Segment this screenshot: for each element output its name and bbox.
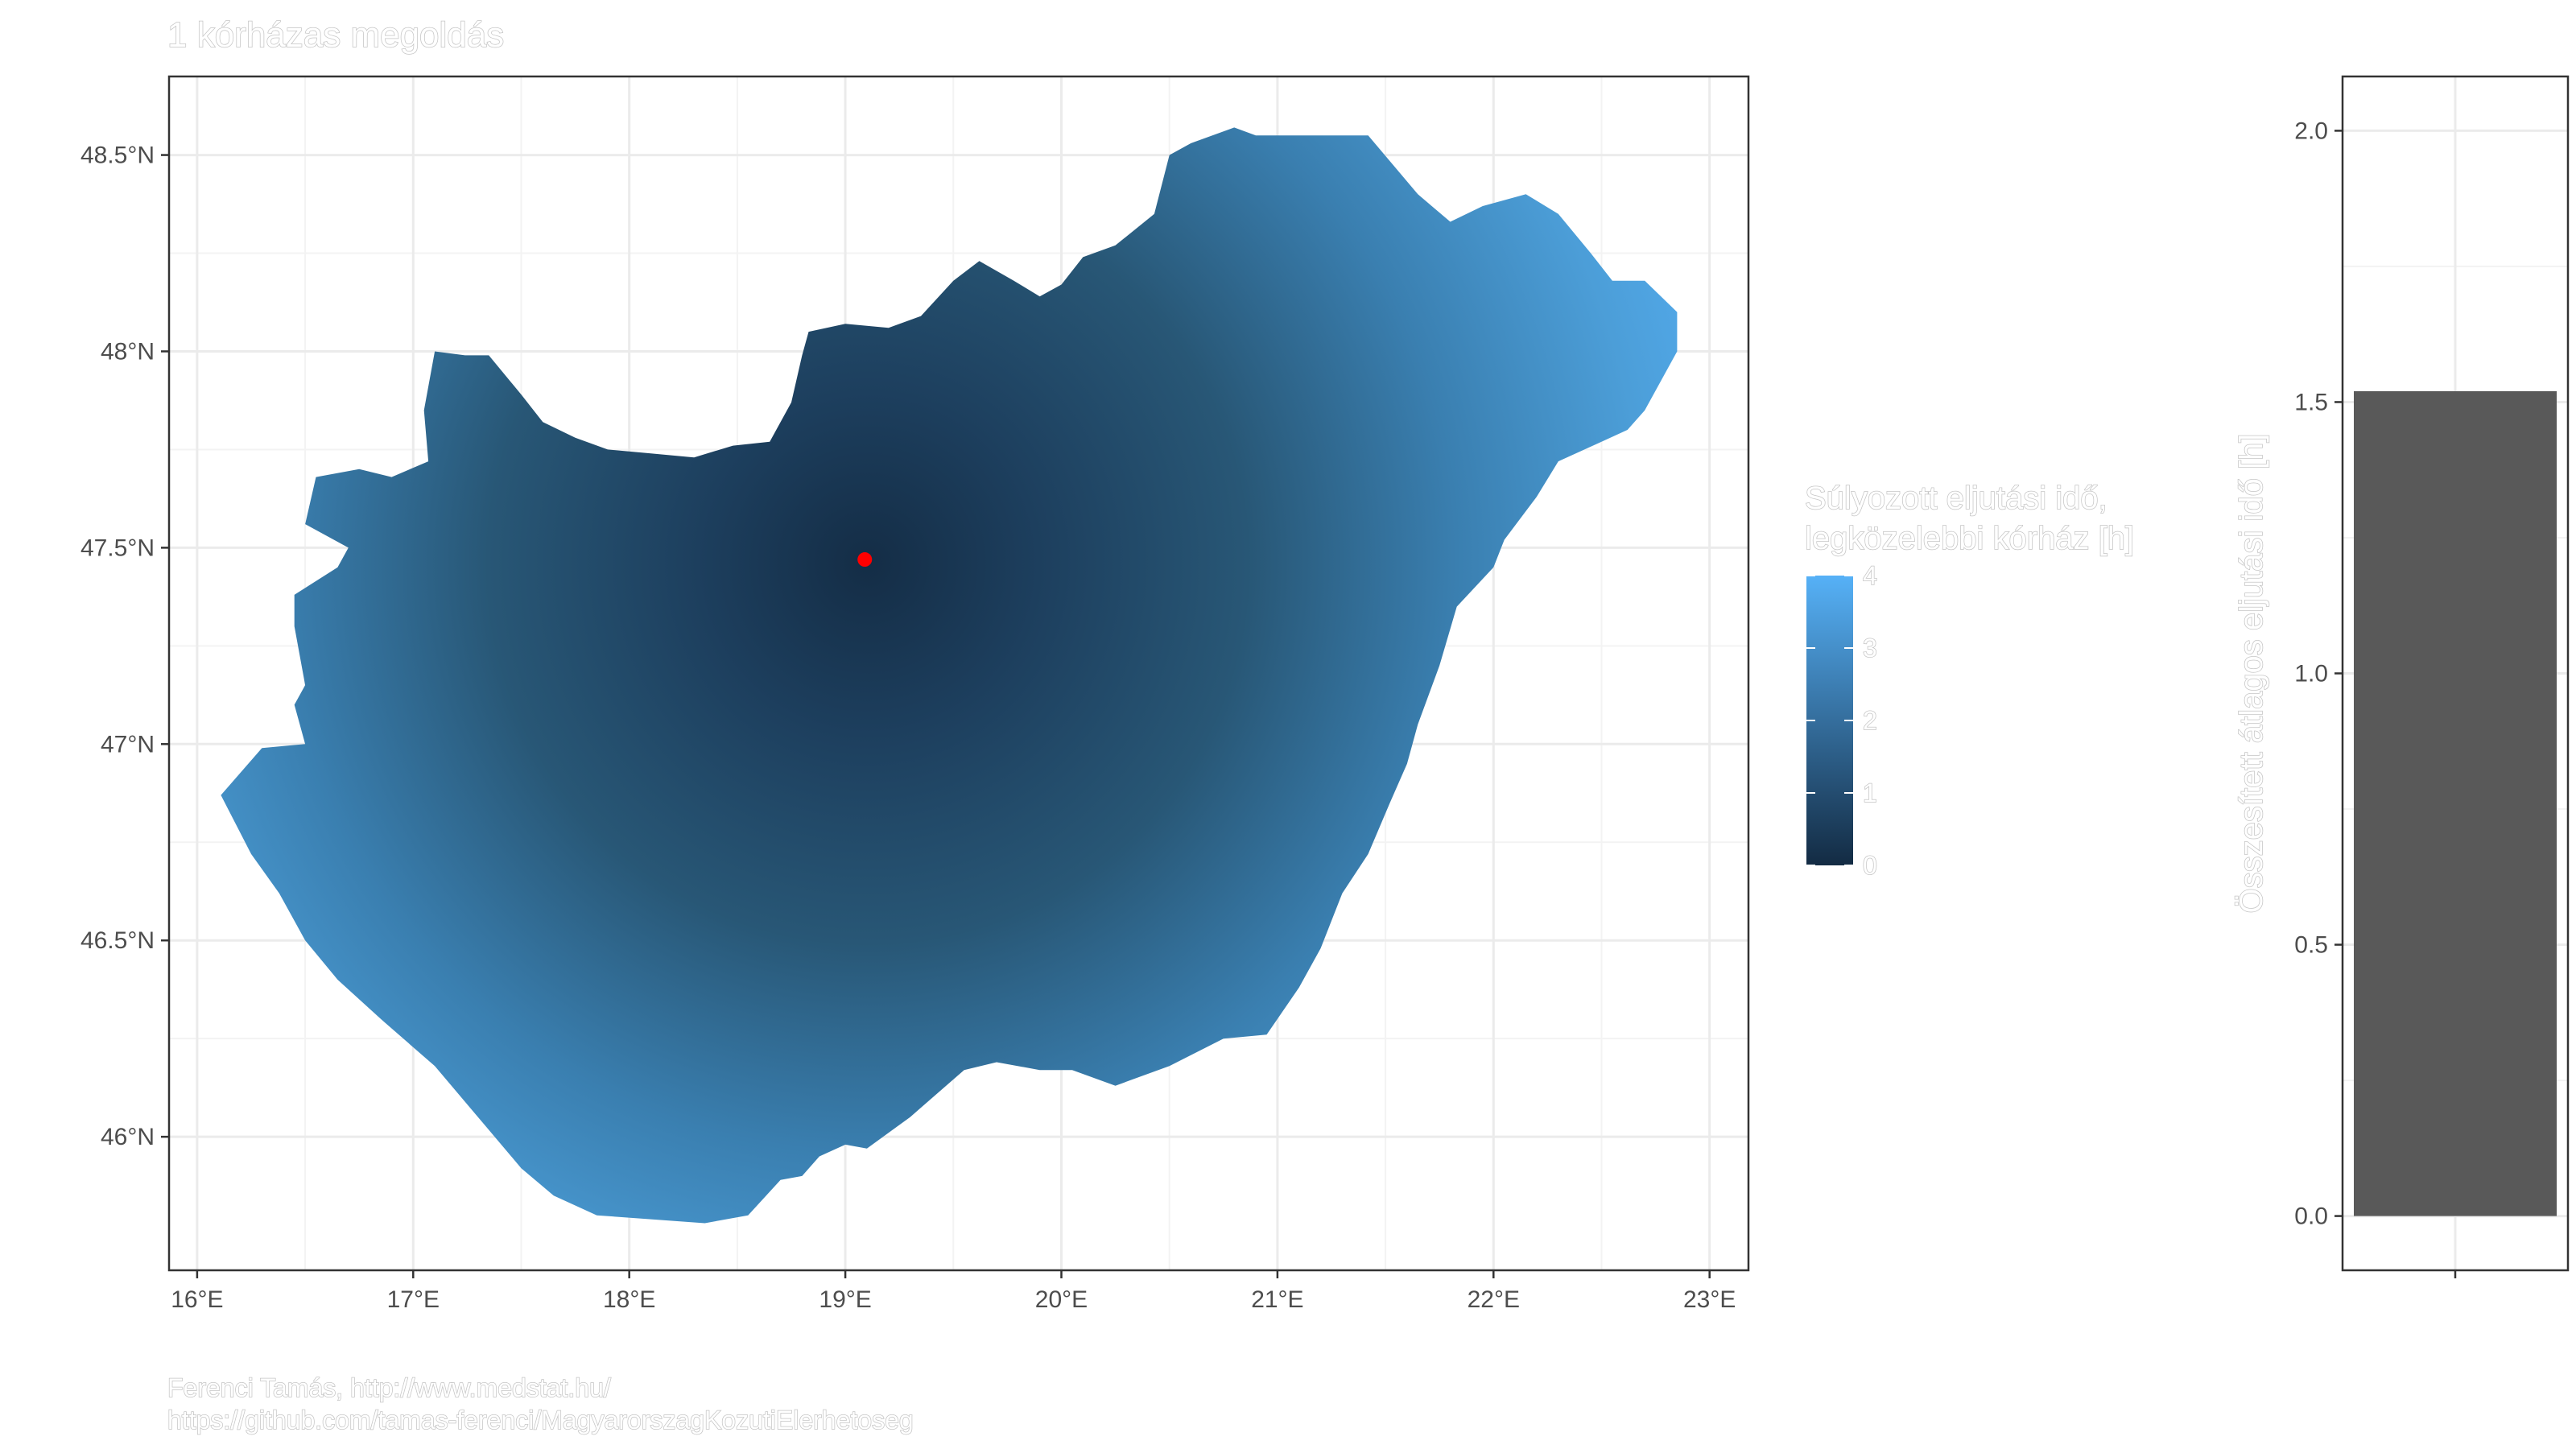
bar-y-tick-label: 1.0 [2294, 661, 2328, 687]
caption-line-1: Ferenci Tamás, http://www.medstat.hu/ [167, 1373, 611, 1402]
map-y-tick-label: 47°N [101, 731, 155, 758]
map-y-tick-label: 48.5°N [80, 142, 155, 169]
map-x-axis: 16°E 17°E 18°E 19°E 20°E 21°E 22°E 23°E [171, 1270, 1736, 1313]
map-x-tick-label: 19°E [819, 1286, 871, 1313]
bar-y-tick-label: 0.0 [2294, 1203, 2328, 1230]
legend-title-line-1: Súlyozott eljutási idő, [1805, 481, 2107, 516]
hungary-travel-time-map [221, 127, 1678, 1224]
map-x-tick-label: 21°E [1251, 1286, 1303, 1313]
bar-y-axis: 0.0 0.5 1.0 1.5 2.0 [2294, 118, 2457, 1278]
bar-y-tick-label: 1.5 [2294, 389, 2328, 415]
map-x-tick-label: 17°E [387, 1286, 440, 1313]
bar-y-tick-label: 0.5 [2294, 932, 2328, 959]
map-y-tick-label: 48°N [101, 338, 155, 365]
map-panel-border [167, 75, 1750, 1272]
chart-title: 1 kórházas megoldás [167, 15, 504, 55]
bar-average-travel-time [2354, 390, 2557, 1216]
map-y-tick-label: 47.5°N [80, 535, 155, 561]
map-y-tick-label: 46.5°N [80, 927, 155, 954]
legend-title-line-2: legközelebbi kórház [h] [1805, 521, 2134, 556]
legend-tick-label: 3 [1863, 634, 1877, 663]
map-y-axis: 46°N 46.5°N 47°N 47.5°N 48°N 48.5°N [80, 142, 169, 1150]
legend-ticks: 0 1 2 3 4 [1806, 560, 1878, 881]
legend-tick-label: 1 [1863, 778, 1877, 807]
bar-y-axis-label: Összesített átlagos eljutási idő [h] [2234, 434, 2269, 914]
map-x-tick-label: 20°E [1035, 1286, 1088, 1313]
map-panel: 16°E 17°E 18°E 19°E 20°E 21°E 22°E 23°E 46°N 46.… [80, 75, 1750, 1313]
bar-y-tick-label: 2.0 [2294, 118, 2328, 144]
color-legend: Súlyozott eljutási idő, legközelebbi kór… [1804, 480, 2135, 881]
legend-tick-label: 0 [1863, 851, 1877, 880]
caption-line-2: https://github.com/tamas-ferenci/Magyaro… [167, 1406, 914, 1435]
legend-tick-label: 2 [1863, 706, 1877, 735]
hospital-point [857, 552, 873, 568]
bar-panel: 0.0 0.5 1.0 1.5 2.0 Összesített átlagos elju… [2233, 75, 2570, 1278]
map-x-tick-label: 16°E [171, 1286, 223, 1313]
map-x-tick-label: 22°E [1468, 1286, 1520, 1313]
map-y-tick-label: 46°N [101, 1124, 155, 1150]
map-x-tick-label: 18°E [603, 1286, 655, 1313]
legend-tick-label: 4 [1863, 561, 1877, 590]
map-x-tick-label: 23°E [1683, 1286, 1736, 1313]
